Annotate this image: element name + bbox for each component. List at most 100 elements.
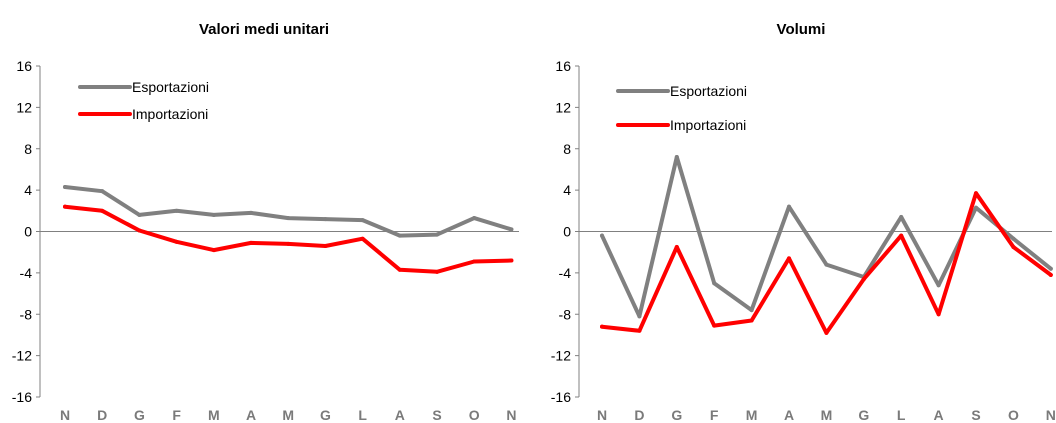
legend-label: Importazioni [670,117,746,133]
data-point-esportazioni [174,208,179,213]
data-point-importazioni [286,241,291,246]
data-point-esportazioni [1011,236,1016,241]
data-point-importazioni [211,248,216,253]
y-tick-label: -16 [551,389,571,405]
x-tick-label: D [97,407,107,423]
chart-2: Volumi 16 12 8 4 0 -4 -8 -12 -16 N D G F M A M G L A S O N Espo… [551,21,1056,423]
y-tick-label: 8 [563,141,571,157]
y-tick-label: 16 [555,58,571,74]
data-point-importazioni [674,245,679,250]
data-point-importazioni [861,277,866,282]
y-tick-label: 12 [16,99,32,115]
data-point-esportazioni [435,232,439,237]
data-point-importazioni [787,256,791,261]
data-point-esportazioni [712,281,717,286]
y-tick-label: -4 [20,265,33,281]
data-point-esportazioni [249,210,253,215]
x-tick-label: A [395,407,405,423]
y-tick-label: 8 [24,141,32,157]
y-tick-label: -16 [12,389,32,405]
data-point-esportazioni [674,155,679,160]
x-tick-label: O [1008,407,1019,423]
data-point-esportazioni [899,215,904,220]
data-point-importazioni [100,208,105,213]
x-tick-label: M [282,407,294,423]
data-point-importazioni [137,228,142,233]
x-tick-label: N [506,407,516,423]
data-point-importazioni [1048,272,1053,277]
x-tick-label: A [784,407,794,423]
y-tick-label: -8 [559,306,572,322]
y-tick-label: 4 [563,182,571,198]
y-tick-label: 0 [24,224,32,240]
x-tick-label: D [634,407,644,423]
data-point-esportazioni [137,212,142,217]
data-point-importazioni [712,323,717,328]
data-point-esportazioni [211,212,216,217]
y-tick-label: -12 [551,348,571,364]
data-point-esportazioni [100,189,105,194]
data-point-importazioni [1011,245,1016,250]
data-point-esportazioni [936,283,941,288]
data-point-esportazioni [749,308,754,313]
y-tick-label: 4 [24,182,32,198]
chart-title: Volumi [777,21,826,38]
y-tick-label: -4 [559,265,572,281]
y-tick-label: 0 [563,224,571,240]
data-point-importazioni [435,269,439,274]
chart-1: Valori medi unitari 16 12 8 4 0 -4 -8 -12 -16 N D G F… [12,21,519,423]
y-tick-label: -8 [20,306,33,322]
data-point-esportazioni [286,216,291,221]
x-tick-label: G [671,407,682,423]
x-tick-label: M [746,407,758,423]
x-tick-label: L [358,407,367,423]
data-point-importazioni [63,204,67,209]
data-point-esportazioni [509,227,514,232]
data-point-esportazioni [472,216,477,221]
data-point-importazioni [323,243,328,248]
x-tick-label: N [1046,407,1056,423]
x-tick-label: S [432,407,441,423]
y-tick-label: -12 [12,348,32,364]
x-tick-label: O [469,407,480,423]
data-point-importazioni [249,240,253,245]
data-point-importazioni [600,324,604,329]
x-tick-label: G [858,407,869,423]
legend-label: Importazioni [132,106,208,122]
data-point-esportazioni [600,233,604,238]
x-tick-label: F [710,407,719,423]
data-point-esportazioni [360,218,365,223]
data-point-esportazioni [824,262,829,267]
data-point-importazioni [472,259,477,264]
data-point-importazioni [936,312,941,317]
data-point-importazioni [749,318,754,323]
data-point-importazioni [899,233,904,238]
x-tick-label: S [971,407,980,423]
x-tick-label: M [208,407,220,423]
legend-label: Esportazioni [670,83,747,99]
series-line-esportazioni [600,155,1053,319]
x-tick-label: G [320,407,331,423]
x-tick-label: A [934,407,944,423]
y-tick-label: 12 [555,99,571,115]
data-point-importazioni [637,328,642,333]
x-tick-label: A [246,407,256,423]
x-tick-label: N [597,407,607,423]
data-point-esportazioni [637,314,642,319]
data-point-importazioni [824,330,829,335]
x-tick-label: N [60,407,70,423]
data-point-importazioni [509,258,514,263]
legend-label: Esportazioni [132,79,209,95]
data-point-esportazioni [397,233,402,238]
x-tick-label: L [897,407,906,423]
data-point-importazioni [360,236,365,241]
data-point-esportazioni [974,205,978,210]
chart-title: Valori medi unitari [199,21,329,38]
x-tick-label: M [821,407,833,423]
y-tick-label: 16 [16,58,32,74]
x-tick-label: G [134,407,145,423]
data-point-importazioni [174,239,179,244]
data-point-esportazioni [1048,266,1053,271]
data-point-importazioni [397,267,402,272]
